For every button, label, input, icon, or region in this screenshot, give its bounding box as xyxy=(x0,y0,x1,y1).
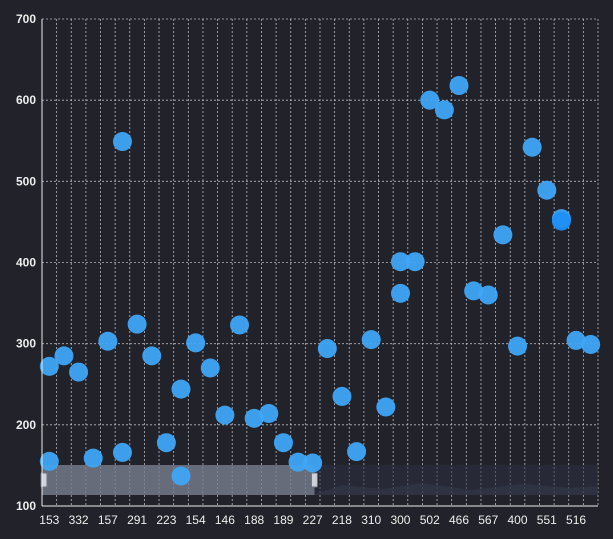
x-tick-label: 300 xyxy=(390,513,410,527)
x-tick-label: 154 xyxy=(186,513,206,527)
data-point[interactable] xyxy=(156,433,176,453)
x-tick-label: 502 xyxy=(420,513,440,527)
data-point[interactable] xyxy=(376,397,396,417)
x-tick-label: 227 xyxy=(303,513,323,527)
x-tick-label: 332 xyxy=(69,513,89,527)
x-tick-label: 157 xyxy=(98,513,118,527)
data-point[interactable] xyxy=(581,334,601,354)
data-point[interactable] xyxy=(39,451,59,471)
data-point[interactable] xyxy=(200,358,220,378)
x-tick-label: 516 xyxy=(566,513,586,527)
data-point[interactable] xyxy=(551,211,571,231)
data-point[interactable] xyxy=(39,356,59,376)
y-tick-label: 400 xyxy=(16,256,36,270)
data-point[interactable] xyxy=(522,137,542,157)
x-tick-label: 146 xyxy=(215,513,235,527)
data-point[interactable] xyxy=(83,448,103,468)
x-tick-label: 567 xyxy=(478,513,498,527)
data-point[interactable] xyxy=(493,225,513,245)
x-tick-label: 223 xyxy=(156,513,176,527)
data-point[interactable] xyxy=(347,442,367,462)
y-tick-label: 700 xyxy=(16,12,36,26)
data-point[interactable] xyxy=(288,452,308,472)
x-tick-label: 466 xyxy=(449,513,469,527)
x-tick-label: 189 xyxy=(273,513,293,527)
data-point[interactable] xyxy=(215,405,235,425)
data-point[interactable] xyxy=(566,330,586,350)
x-tick-label: 291 xyxy=(127,513,147,527)
data-point[interactable] xyxy=(259,403,279,423)
data-point[interactable] xyxy=(390,283,410,303)
data-point[interactable] xyxy=(478,285,498,305)
x-tick-label: 218 xyxy=(332,513,352,527)
data-point[interactable] xyxy=(54,346,74,366)
data-point[interactable] xyxy=(171,466,191,486)
data-point[interactable] xyxy=(273,433,293,453)
y-tick-label: 200 xyxy=(16,418,36,432)
x-tick-label: 188 xyxy=(244,513,264,527)
data-point[interactable] xyxy=(112,442,132,462)
data-point[interactable] xyxy=(434,100,454,120)
data-point[interactable] xyxy=(405,252,425,272)
data-point[interactable] xyxy=(361,330,381,350)
data-point[interactable] xyxy=(112,132,132,152)
data-point[interactable] xyxy=(69,362,89,382)
data-point[interactable] xyxy=(142,346,162,366)
grid xyxy=(41,18,599,507)
data-point[interactable] xyxy=(317,339,337,359)
x-tick-label: 400 xyxy=(508,513,528,527)
y-tick-label: 100 xyxy=(16,499,36,513)
data-point[interactable] xyxy=(244,408,264,428)
data-point[interactable] xyxy=(390,252,410,272)
data-point[interactable] xyxy=(303,453,323,473)
data-points xyxy=(39,76,601,486)
data-point[interactable] xyxy=(98,331,118,351)
y-tick-label: 600 xyxy=(16,93,36,107)
zoom-handle-right[interactable] xyxy=(310,472,318,488)
y-tick-label: 300 xyxy=(16,337,36,351)
data-point[interactable] xyxy=(171,379,191,399)
data-point[interactable] xyxy=(508,336,528,356)
x-tick-label: 310 xyxy=(361,513,381,527)
x-tick-label: 551 xyxy=(537,513,557,527)
data-point[interactable] xyxy=(230,315,250,335)
axes: 100 200 300 400 500 600 700 153 332 157 291 223 154 1… xyxy=(16,12,598,527)
x-tick-label: 153 xyxy=(39,513,59,527)
zoom-data-shadow xyxy=(312,483,598,495)
data-point[interactable] xyxy=(449,76,469,96)
data-point[interactable] xyxy=(186,333,206,353)
data-point[interactable] xyxy=(332,386,352,406)
data-point[interactable] xyxy=(127,314,147,334)
data-point[interactable] xyxy=(420,90,440,110)
data-point[interactable] xyxy=(537,180,557,200)
y-tick-label: 500 xyxy=(16,174,36,188)
data-point[interactable] xyxy=(464,281,484,301)
